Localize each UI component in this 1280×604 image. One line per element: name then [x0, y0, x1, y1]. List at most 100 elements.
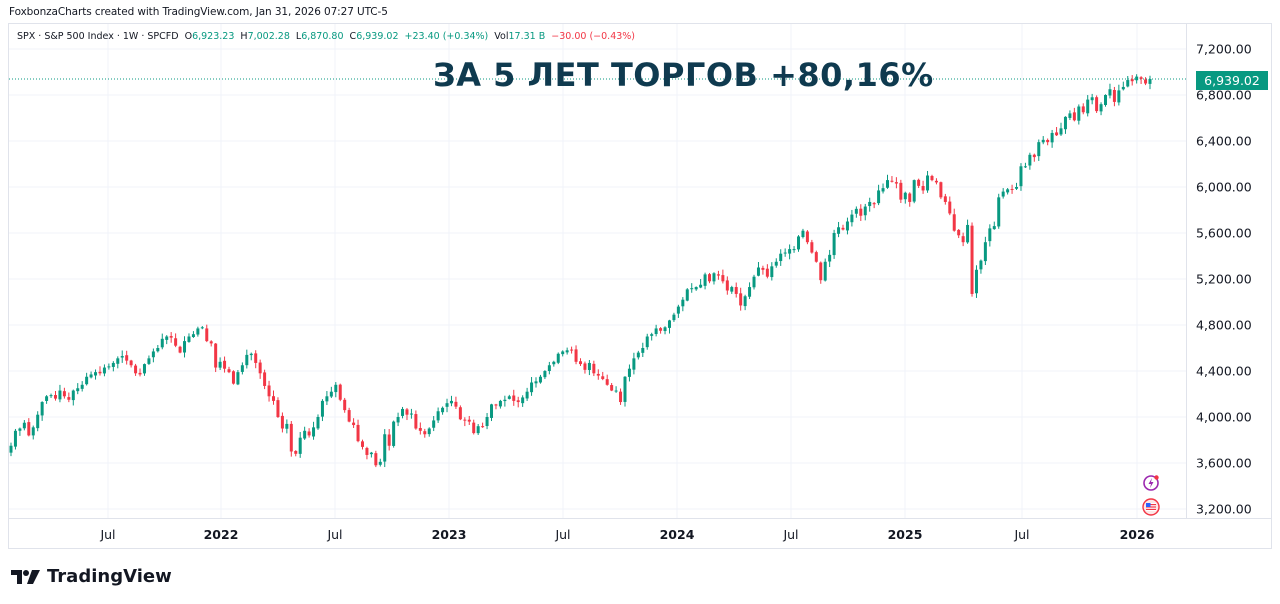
candle: [374, 450, 378, 468]
candle: [885, 174, 889, 189]
candle: [801, 228, 805, 239]
tradingview-logo[interactable]: TradingView: [11, 566, 172, 587]
candle: [690, 283, 694, 293]
candle: [485, 413, 489, 430]
candle: [779, 249, 783, 266]
candle: [730, 285, 734, 294]
candle: [200, 326, 204, 330]
candle: [423, 428, 427, 438]
candle: [992, 221, 996, 230]
candle: [276, 397, 280, 418]
candle: [1148, 75, 1152, 90]
candle: [619, 388, 623, 405]
candle: [76, 383, 80, 395]
candle: [667, 319, 671, 334]
last-price-label: 6,939.02: [1196, 71, 1268, 90]
candle: [610, 382, 614, 392]
price-axis-label: 6,800.00: [1196, 87, 1252, 103]
candle: [770, 262, 774, 281]
price-axis-label: 3,200.00: [1196, 501, 1252, 517]
candle: [708, 272, 712, 284]
price-chart-canvas[interactable]: [9, 24, 1186, 518]
chart-frame: [8, 23, 1272, 549]
candle: [449, 395, 453, 407]
candle: [921, 180, 925, 194]
candle: [1139, 76, 1143, 84]
candle: [1099, 102, 1103, 116]
candle: [774, 258, 778, 268]
candle: [547, 361, 551, 375]
us-flag-event-icon[interactable]: [1142, 498, 1160, 516]
candle: [503, 395, 507, 407]
candle: [240, 362, 244, 375]
candle: [53, 390, 57, 401]
candle: [552, 360, 556, 367]
candle: [18, 427, 22, 436]
candle: [383, 429, 387, 468]
candle: [734, 282, 738, 298]
candle: [111, 361, 115, 372]
candle: [62, 387, 66, 399]
candle: [756, 262, 760, 277]
candle: [498, 399, 502, 409]
candle: [436, 407, 440, 423]
candle: [872, 202, 876, 209]
candle: [1059, 122, 1063, 136]
candle: [280, 412, 284, 433]
candle: [343, 397, 347, 413]
candle: [1144, 77, 1148, 86]
candle: [71, 389, 75, 406]
time-axis-label: 2025: [887, 527, 923, 542]
candle: [592, 360, 596, 377]
candle: [627, 364, 631, 382]
candle: [538, 374, 542, 384]
candle: [49, 393, 53, 398]
candle: [392, 420, 396, 448]
chart-attribution: FoxbonzaCharts created with TradingView.…: [9, 6, 388, 18]
candle: [917, 178, 921, 189]
candle: [365, 446, 369, 460]
candle: [387, 429, 391, 451]
candle: [303, 426, 307, 440]
candle: [1081, 103, 1085, 115]
candle: [721, 269, 725, 284]
candle: [579, 358, 582, 366]
candle: [1010, 184, 1014, 194]
time-axis-label: 2022: [203, 527, 239, 542]
candle: [654, 324, 658, 337]
price-axis-label: 5,200.00: [1196, 271, 1252, 287]
candle: [1037, 139, 1041, 161]
candle: [1117, 84, 1121, 106]
candle: [134, 363, 138, 376]
candle: [605, 374, 609, 386]
candle: [912, 179, 916, 204]
candle: [196, 326, 200, 337]
candle: [1108, 83, 1112, 99]
candle: [178, 345, 182, 354]
symbol-name[interactable]: SPX · S&P 500 Index · 1W · SPCFD: [17, 31, 179, 42]
candle: [988, 224, 992, 247]
candle: [983, 236, 987, 265]
candle: [570, 346, 574, 354]
time-axis-label: Jul: [100, 527, 116, 542]
candle: [294, 450, 298, 457]
candle: [894, 177, 898, 189]
candle: [258, 359, 262, 379]
candle: [165, 335, 169, 345]
candle: [743, 294, 747, 311]
candle: [712, 272, 716, 285]
candle: [1001, 188, 1005, 199]
candle: [1063, 116, 1067, 134]
candle: [1006, 187, 1010, 195]
candle: [1135, 74, 1139, 84]
candle: [441, 406, 445, 415]
candle: [414, 410, 418, 430]
candle: [765, 264, 769, 279]
volume-value: 17.31 B: [508, 31, 546, 42]
candle: [934, 178, 938, 185]
candle: [1095, 95, 1099, 113]
lightning-event-icon[interactable]: [1142, 474, 1160, 492]
candle: [405, 407, 409, 421]
time-axis-label: Jul: [1014, 527, 1030, 542]
candle: [623, 376, 627, 407]
